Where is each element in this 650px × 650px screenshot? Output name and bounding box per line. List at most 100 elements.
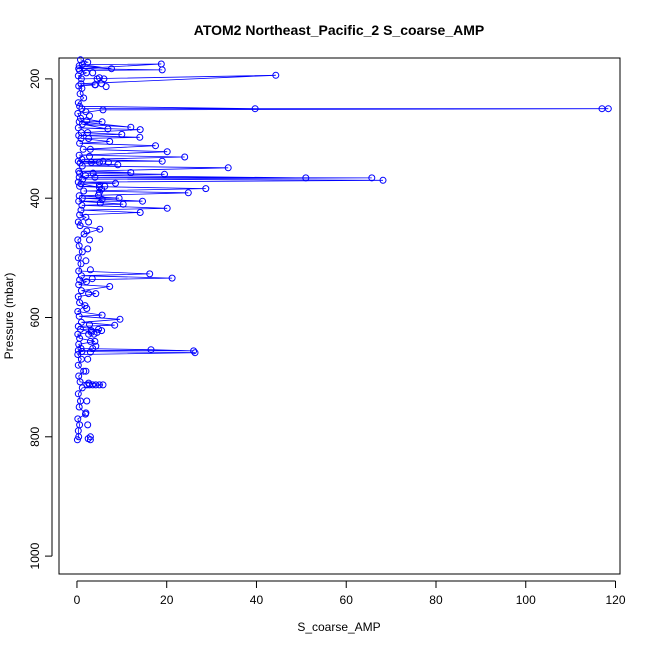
data-point: [77, 260, 85, 268]
x-tick-label: 40: [250, 593, 264, 607]
data-point: [82, 172, 89, 179]
data-point: [82, 409, 90, 417]
data-point: [96, 199, 104, 207]
data-point: [147, 346, 155, 354]
data-point: [80, 367, 88, 375]
data-point: [251, 105, 259, 113]
data-point: [272, 71, 280, 79]
data-point: [77, 345, 85, 352]
data-point: [74, 110, 82, 117]
data-point: [181, 153, 189, 161]
series-line: [76, 59, 609, 440]
data-point: [84, 355, 92, 363]
data-point: [368, 174, 376, 182]
data-point: [95, 191, 102, 199]
data-point: [168, 274, 176, 282]
data-point: [86, 152, 93, 160]
y-tick-label: 200: [28, 69, 42, 89]
data-point: [91, 173, 99, 181]
plot-frame: [58, 57, 621, 575]
data-point: [146, 270, 154, 278]
x-tick-label: 0: [74, 593, 81, 607]
data-point: [95, 381, 103, 389]
data-point: [136, 133, 144, 141]
data-point: [86, 236, 93, 244]
data-point: [85, 218, 93, 226]
data-point: [95, 74, 103, 82]
data-point: [78, 348, 86, 355]
x-axis: 0 20 40 60 80 100 120: [74, 580, 626, 607]
data-point: [106, 138, 114, 145]
data-point: [89, 345, 97, 352]
data-point: [74, 361, 82, 369]
data-point: [136, 209, 144, 216]
data-point: [152, 142, 159, 150]
data-point: [127, 169, 135, 176]
data-point: [158, 157, 166, 165]
data-point: [98, 327, 106, 335]
data-point: [79, 145, 87, 153]
x-axis-label: S_coarse_AMP: [297, 620, 380, 634]
data-point: [95, 188, 103, 196]
data-point: [75, 118, 83, 126]
data-point: [84, 58, 92, 66]
data-point: [74, 415, 82, 423]
data-point: [379, 176, 387, 184]
data-point: [98, 311, 106, 319]
data-point: [86, 348, 94, 356]
data-point: [77, 318, 85, 326]
data-point: [86, 145, 94, 153]
data-point: [118, 130, 126, 138]
chart-title: ATOM2 Northeast_Pacific_2 S_coarse_AMP: [194, 22, 485, 38]
data-point: [119, 200, 127, 208]
data-point: [98, 195, 106, 203]
data-point: [86, 337, 94, 345]
data-point: [96, 225, 104, 233]
data-point: [84, 245, 92, 253]
data-point: [95, 158, 103, 166]
data-point: [74, 218, 82, 226]
data-point: [604, 105, 612, 113]
data-point: [83, 397, 91, 405]
data-point: [83, 381, 91, 389]
data-point: [75, 167, 83, 175]
data-point: [89, 69, 97, 77]
x-tick-label: 20: [160, 593, 174, 607]
data-point: [77, 287, 85, 295]
data-point: [184, 189, 192, 197]
data-point: [76, 102, 84, 110]
data-point: [74, 236, 82, 244]
data-point: [99, 106, 107, 114]
x-tick-label: 120: [605, 593, 625, 607]
data-point: [76, 222, 84, 230]
data-point: [116, 315, 124, 323]
data-point: [84, 129, 92, 137]
data-point: [76, 334, 84, 342]
data-point: [85, 330, 93, 338]
data-point: [75, 312, 83, 320]
data-point: [224, 164, 232, 172]
data-point: [302, 174, 310, 182]
data-point: [157, 60, 165, 68]
data-point: [76, 276, 84, 284]
data-point: [76, 159, 84, 167]
y-tick-label: 400: [28, 188, 42, 208]
data-point: [75, 281, 83, 289]
data-point: [115, 194, 123, 202]
data-point: [75, 82, 83, 90]
data-point: [106, 283, 114, 290]
data-point: [86, 433, 94, 441]
data-point: [86, 266, 94, 274]
data-point: [76, 139, 84, 147]
data-point: [82, 367, 90, 375]
data-point: [75, 267, 83, 275]
data-point: [86, 436, 94, 444]
data-point: [80, 94, 88, 102]
data-point: [163, 148, 171, 156]
data-point: [77, 56, 84, 64]
data-point: [86, 112, 93, 120]
data-point: [85, 379, 93, 387]
data-point: [75, 65, 83, 73]
data-point: [74, 390, 82, 398]
